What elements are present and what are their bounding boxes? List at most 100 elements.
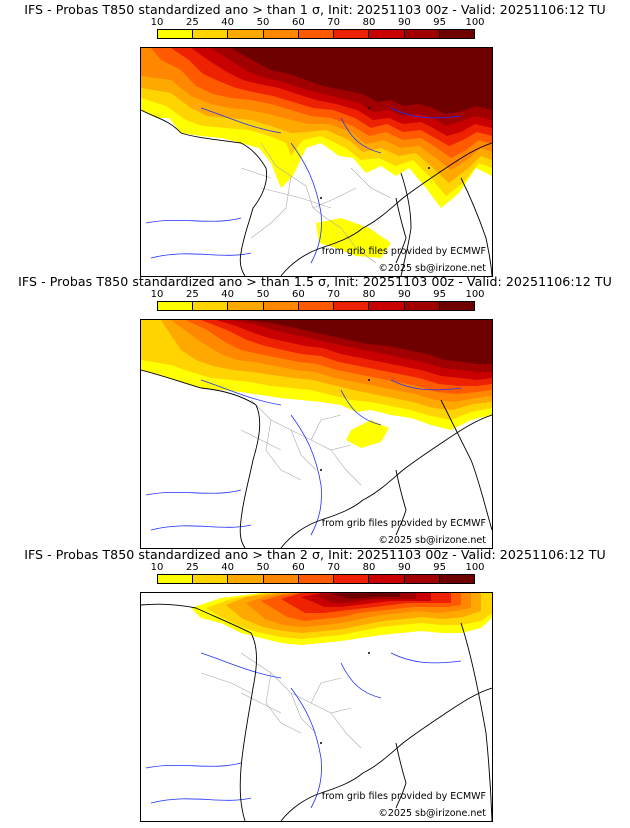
country-borders [200, 652, 362, 749]
legend-swatch [334, 302, 370, 310]
credit-source: from grib files provided by ECMWF [321, 246, 486, 257]
legend-tick-label: 70 [327, 289, 341, 300]
legend-tick-label: 90 [397, 562, 411, 573]
legend-swatch [228, 30, 264, 38]
legend-tick-label: 100 [465, 289, 485, 300]
legend-tick-label: 40 [221, 289, 235, 300]
legend-tick-label: 95 [433, 562, 447, 573]
probability-fill [141, 320, 492, 448]
legend-swatch [404, 575, 440, 583]
legend-tick-label: 90 [397, 17, 411, 28]
legend-swatch [263, 302, 299, 310]
map-svg [141, 593, 492, 821]
map-svg [141, 320, 492, 548]
legend-tick-label: 100 [465, 17, 485, 28]
coastline [141, 369, 492, 548]
legend-tick-label: 25 [185, 17, 199, 28]
legend-color-bar [157, 574, 475, 584]
probability-map: from grib files provided by ECMWF ©2025 … [140, 319, 493, 549]
legend-swatch [263, 575, 299, 583]
city-markers [320, 107, 430, 199]
city-markers [320, 379, 370, 471]
prob-band-95 [246, 320, 492, 364]
legend-swatch [439, 30, 474, 38]
legend-tick-label: 50 [256, 17, 270, 28]
legend-tick-label: 70 [327, 17, 341, 28]
legend-tick-label: 80 [362, 562, 376, 573]
legend-color-bar [157, 301, 475, 311]
credit-source: from grib files provided by ECMWF [321, 791, 486, 802]
rivers [145, 107, 462, 264]
credit-source: from grib files provided by ECMWF [321, 518, 486, 529]
legend-swatch [193, 575, 229, 583]
legend-swatch [404, 30, 440, 38]
legend-tick-label: 60 [291, 17, 305, 28]
coastline [141, 603, 492, 821]
forecast-panel-1: IFS - Probas T850 standardized ano > tha… [0, 0, 630, 277]
legend-swatch [228, 302, 264, 310]
legend-tick-label: 90 [397, 289, 411, 300]
legend-swatch [158, 575, 194, 583]
panel-title: IFS - Probas T850 standardized ano > tha… [24, 547, 606, 562]
legend-labels: 10 25 40 50 60 70 80 90 95 100 [151, 562, 485, 573]
legend-labels: 10 25 40 50 60 70 80 90 95 100 [151, 17, 485, 28]
legend-tick-label: 100 [465, 562, 485, 573]
city-markers [320, 652, 370, 744]
coastline [141, 109, 492, 276]
probability-map: from grib files provided by ECMWF ©2025 … [140, 592, 493, 822]
legend-tick-label: 80 [362, 289, 376, 300]
probability-map: from grib files provided by ECMWF ©2025 … [140, 47, 493, 277]
legend-swatch [404, 302, 440, 310]
credit-copyright: ©2025 sb@irizone.net [378, 535, 486, 546]
legend-swatch [334, 575, 370, 583]
legend-swatch [369, 30, 405, 38]
prob-band-10-island [316, 218, 391, 258]
probability-legend: 10 25 40 50 60 70 80 90 95 100 [151, 289, 485, 315]
legend-tick-label: 95 [433, 17, 447, 28]
legend-tick-label: 10 [150, 17, 164, 28]
legend-swatch [263, 30, 299, 38]
rivers [145, 379, 462, 536]
legend-swatch [228, 575, 264, 583]
legend-tick-label: 25 [185, 289, 199, 300]
legend-labels: 10 25 40 50 60 70 80 90 95 100 [151, 289, 485, 300]
legend-tick-label: 10 [150, 289, 164, 300]
legend-tick-label: 80 [362, 17, 376, 28]
country-borders [240, 142, 392, 264]
legend-tick-label: 70 [327, 562, 341, 573]
legend-swatch [193, 30, 229, 38]
forecast-panel-2: IFS - Probas T850 standardized ano > tha… [0, 272, 630, 549]
legend-tick-label: 10 [150, 562, 164, 573]
prob-band-10-spot [346, 420, 389, 448]
prob-band-95 [231, 48, 492, 114]
legend-tick-label: 25 [185, 562, 199, 573]
country-borders [240, 399, 362, 486]
probability-fill [191, 593, 492, 645]
prob-band-95 [331, 593, 401, 599]
probability-legend: 10 25 40 50 60 70 80 90 95 100 [151, 17, 485, 43]
legend-swatch [298, 302, 335, 310]
legend-swatch [158, 302, 194, 310]
legend-swatch [439, 302, 474, 310]
legend-tick-label: 60 [291, 562, 305, 573]
probability-fill [141, 48, 492, 258]
legend-swatch [298, 575, 335, 583]
legend-swatch [158, 30, 194, 38]
rivers [145, 652, 462, 809]
probability-legend: 10 25 40 50 60 70 80 90 95 100 [151, 562, 485, 588]
legend-swatch [334, 30, 370, 38]
legend-swatch [298, 30, 335, 38]
legend-color-bar [157, 29, 475, 39]
legend-tick-label: 40 [221, 562, 235, 573]
map-svg [141, 48, 492, 276]
credit-copyright: ©2025 sb@irizone.net [378, 808, 486, 819]
legend-swatch [369, 302, 405, 310]
legend-swatch [369, 575, 405, 583]
forecast-panel-3: IFS - Probas T850 standardized ano > tha… [0, 545, 630, 822]
panel-title: IFS - Probas T850 standardized ano > tha… [18, 274, 612, 289]
legend-tick-label: 40 [221, 17, 235, 28]
panel-title: IFS - Probas T850 standardized ano > tha… [24, 2, 606, 17]
legend-tick-label: 95 [433, 289, 447, 300]
credit-copyright: ©2025 sb@irizone.net [378, 263, 486, 274]
legend-swatch [193, 302, 229, 310]
